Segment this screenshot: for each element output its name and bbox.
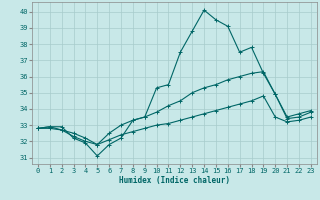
X-axis label: Humidex (Indice chaleur): Humidex (Indice chaleur) [119,176,230,185]
